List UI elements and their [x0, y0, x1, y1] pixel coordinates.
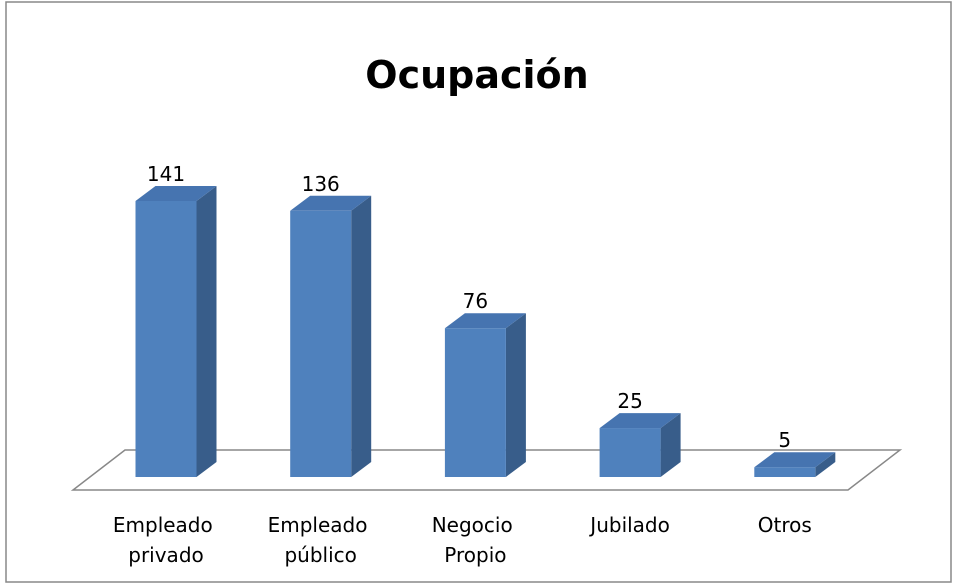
x-tick-label: Negocio Propio — [432, 513, 519, 567]
data-label: 25 — [617, 389, 642, 413]
bar — [135, 201, 197, 477]
bar-side — [505, 313, 526, 477]
bar-side — [815, 452, 836, 477]
data-label: 141 — [147, 162, 185, 186]
x-tick-label: Jubilado — [588, 513, 670, 537]
bar-top — [444, 313, 526, 329]
bar — [754, 467, 816, 477]
bar-side — [351, 195, 372, 477]
bar — [444, 328, 506, 477]
bar-side — [660, 413, 681, 477]
bar-side — [196, 186, 217, 477]
data-label: 76 — [463, 289, 488, 313]
bar-top — [135, 186, 217, 201]
chart-title: Ocupación — [365, 53, 588, 97]
x-tick-label: Empleado público — [268, 513, 374, 567]
bar-top — [754, 452, 836, 468]
x-tick-label: Otros — [758, 513, 812, 537]
bar — [290, 210, 352, 477]
bar — [599, 428, 661, 477]
data-label: 5 — [778, 428, 791, 452]
data-label: 136 — [302, 172, 340, 196]
bar-top — [290, 195, 372, 211]
x-tick-label: Empleado privado — [113, 513, 219, 567]
bar-top — [599, 413, 681, 429]
